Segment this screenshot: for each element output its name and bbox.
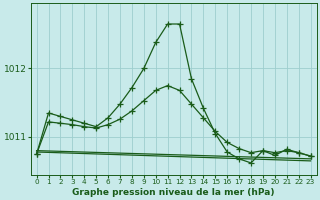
X-axis label: Graphe pression niveau de la mer (hPa): Graphe pression niveau de la mer (hPa) (72, 188, 275, 197)
